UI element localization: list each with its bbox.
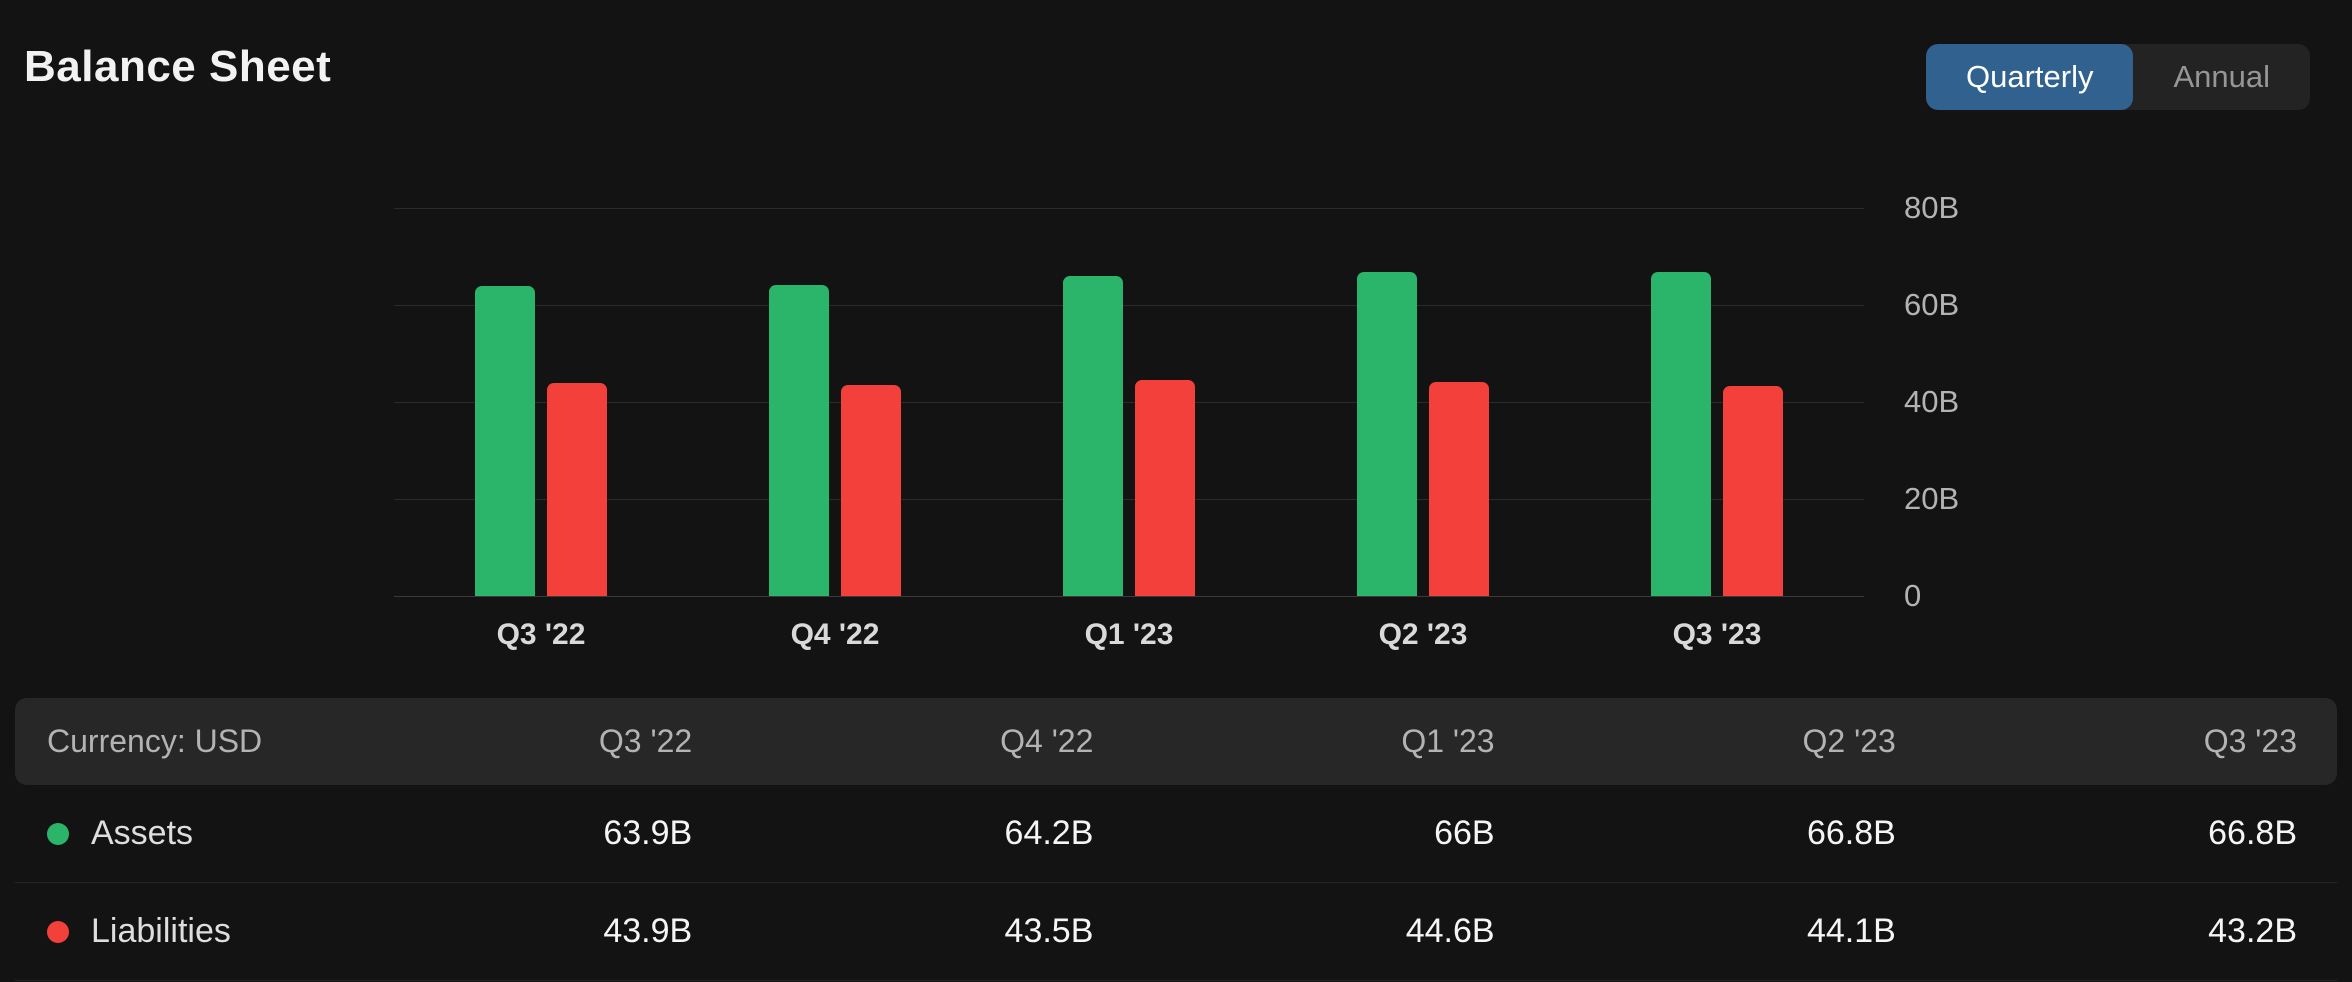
gridline	[394, 305, 1864, 306]
value-cell: 66.8B	[2208, 814, 2297, 852]
toggle-annual-button[interactable]: Annual	[2133, 44, 2310, 110]
value-cell: 66.8B	[1806, 814, 1896, 852]
value-cell: 43.9B	[603, 912, 693, 950]
bar-assets-Q422[interactable]	[769, 284, 829, 596]
period-toggle: Quarterly Annual	[1925, 44, 2310, 110]
row-label: Liabilities	[91, 912, 231, 950]
value-cell: 64.2B	[1004, 814, 1094, 852]
plot-area	[394, 208, 1864, 597]
bar-liabilities-Q322[interactable]	[547, 383, 607, 596]
bar-liabilities-Q422[interactable]	[841, 385, 901, 596]
value-cell: 66B	[1434, 814, 1495, 852]
bar-liabilities-Q323[interactable]	[1723, 386, 1783, 596]
gridline	[394, 402, 1864, 403]
table-header-quarter: Q2 '23	[1802, 723, 1896, 759]
table-header-currency: Currency: USD	[47, 723, 263, 759]
bar-liabilities-Q123[interactable]	[1135, 379, 1195, 596]
liabilities-legend-dot	[47, 920, 69, 943]
value-cell: 43.2B	[2208, 912, 2297, 950]
gridline	[394, 208, 1864, 209]
row-label-cell: Liabilities	[47, 912, 291, 951]
x-axis-tick-label: Q4 '22	[790, 618, 880, 651]
table-header-quarter: Q3 '23	[2203, 723, 2297, 759]
value-cell: 44.6B	[1405, 912, 1495, 950]
table-row-liabilities: Liabilities 43.9B 43.5B 44.6B 44.1B 43.2B	[15, 883, 2337, 981]
bar-assets-Q323[interactable]	[1651, 272, 1711, 596]
y-axis-tick-label: 40B	[1904, 384, 1960, 419]
assets-legend-dot	[47, 822, 69, 845]
y-axis-tick-label: 0	[1904, 578, 1922, 613]
table-header-quarter: Q4 '22	[1000, 723, 1094, 759]
bar-assets-Q322[interactable]	[475, 286, 535, 596]
row-label-cell: Assets	[47, 814, 291, 853]
x-axis-tick-label: Q3 '22	[496, 618, 586, 651]
gridline	[394, 499, 1864, 500]
y-axis-tick-label: 60B	[1904, 287, 1960, 322]
bar-assets-Q123[interactable]	[1063, 275, 1123, 596]
gridline	[394, 596, 1864, 597]
balance-sheet-table: Currency: USD Q3 '22 Q4 '22 Q1 '23 Q2 '23 Q3 …	[15, 698, 2337, 981]
bar-assets-Q223[interactable]	[1357, 272, 1417, 596]
table-header-row: Currency: USD Q3 '22 Q4 '22 Q1 '23 Q2 '23 Q3 …	[15, 698, 2337, 785]
page-title: Balance Sheet	[24, 42, 332, 91]
row-label: Assets	[91, 814, 194, 852]
y-axis-tick-label: 80B	[1904, 190, 1960, 225]
y-axis-tick-label: 20B	[1904, 481, 1960, 516]
x-axis-tick-label: Q2 '23	[1378, 618, 1468, 651]
table-header-quarter: Q1 '23	[1401, 723, 1495, 759]
bar-liabilities-Q223[interactable]	[1429, 382, 1489, 596]
table-body: Assets 63.9B 64.2B 66B 66.8B 66.8B Liabilities…	[15, 785, 2337, 981]
table-header-quarter: Q3 '22	[598, 723, 693, 759]
x-axis-tick-label: Q3 '23	[1672, 618, 1762, 651]
toggle-quarterly-button[interactable]: Quarterly	[1925, 44, 2134, 110]
value-cell: 44.1B	[1806, 912, 1896, 950]
x-axis-tick-label: Q1 '23	[1084, 618, 1174, 651]
value-cell: 43.5B	[1004, 912, 1094, 950]
table-row-assets: Assets 63.9B 64.2B 66B 66.8B 66.8B	[15, 785, 2337, 883]
value-cell: 63.9B	[603, 814, 693, 852]
